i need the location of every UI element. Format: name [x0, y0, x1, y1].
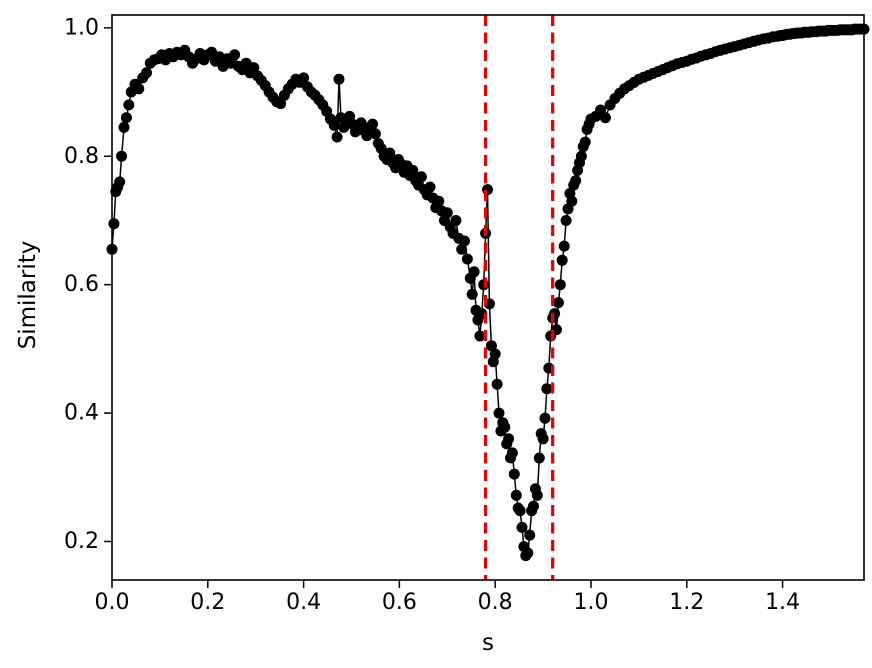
- data-point: [116, 150, 128, 162]
- data-point: [506, 447, 518, 459]
- data-point: [491, 378, 503, 390]
- data-point: [407, 164, 419, 176]
- data-point: [503, 433, 515, 445]
- x-axis-label: s: [482, 630, 494, 656]
- data-point: [558, 240, 570, 252]
- y-tick-label: 0.2: [64, 529, 99, 554]
- data-point: [248, 62, 260, 74]
- data-point: [474, 330, 486, 342]
- data-point: [516, 521, 528, 533]
- y-tick-label: 1.0: [64, 15, 99, 40]
- data-point: [478, 279, 490, 291]
- data-point: [441, 207, 453, 219]
- data-point: [556, 254, 568, 266]
- data-point: [468, 266, 480, 278]
- data-point: [575, 150, 587, 162]
- data-point: [367, 118, 379, 130]
- data-point: [482, 184, 493, 196]
- data-point: [489, 348, 501, 360]
- data-point: [450, 215, 462, 226]
- data-point: [229, 49, 241, 61]
- data-point: [552, 297, 564, 309]
- data-point: [459, 235, 470, 247]
- data-point: [141, 67, 152, 79]
- x-tick-label: 1.0: [573, 590, 608, 615]
- data-point: [415, 171, 427, 183]
- data-point: [328, 119, 340, 131]
- x-tick-label: 0.4: [286, 590, 321, 615]
- x-tick-label: 0.2: [190, 590, 225, 615]
- data-point: [554, 279, 566, 291]
- data-point: [528, 500, 539, 512]
- data-line: [111, 28, 864, 558]
- y-tick-label: 0.8: [64, 144, 99, 169]
- data-point: [541, 383, 553, 395]
- x-tick-label: 1.2: [669, 590, 704, 615]
- data-point: [120, 112, 132, 124]
- data-point: [118, 121, 130, 133]
- data-point: [531, 489, 543, 501]
- x-tick-label: 0.8: [478, 590, 513, 615]
- data-point: [114, 176, 126, 188]
- data-point: [361, 130, 373, 142]
- x-tick-label: 0.6: [382, 590, 417, 615]
- data-point: [566, 195, 578, 207]
- data-point: [466, 288, 478, 300]
- data-point: [533, 452, 545, 464]
- data-point: [275, 98, 287, 110]
- data-point: [539, 412, 551, 424]
- data-point: [560, 215, 572, 226]
- y-tick-label: 0.6: [64, 272, 99, 297]
- data-point: [433, 195, 445, 207]
- data-point: [514, 505, 526, 517]
- data-point: [522, 547, 534, 559]
- x-tick-label: 0.0: [95, 590, 130, 615]
- data-point: [369, 128, 381, 140]
- data-point: [570, 175, 582, 187]
- axes-frame: [111, 14, 865, 581]
- y-tick-label: 0.4: [64, 401, 99, 426]
- x-tick-label: 1.4: [765, 590, 800, 615]
- data-point: [108, 218, 120, 230]
- data-point: [456, 243, 468, 255]
- data-point: [298, 72, 310, 84]
- data-point: [579, 136, 591, 148]
- y-axis-label: Similarity: [15, 240, 41, 350]
- data-point: [384, 147, 396, 159]
- data-point: [331, 131, 343, 143]
- data-point: [510, 489, 522, 501]
- data-point: [424, 181, 436, 193]
- data-point: [123, 99, 135, 111]
- data-point: [461, 253, 473, 265]
- data-point: [133, 83, 145, 95]
- data-point: [493, 407, 505, 419]
- data-point: [499, 421, 511, 433]
- data-point: [508, 468, 520, 480]
- data-point: [537, 433, 549, 445]
- data-point: [485, 340, 497, 352]
- data-point: [599, 112, 611, 124]
- data-point: [549, 308, 561, 320]
- data-point: [524, 529, 536, 541]
- data-point: [333, 73, 345, 85]
